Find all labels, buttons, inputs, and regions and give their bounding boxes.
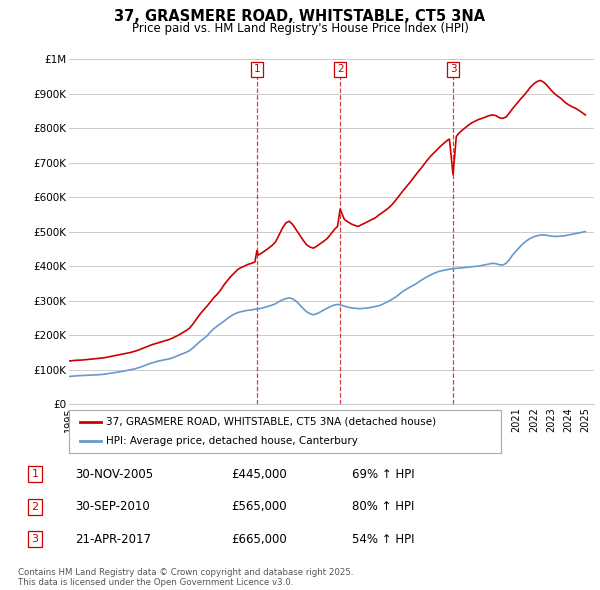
Text: 1: 1 (254, 64, 260, 74)
Text: HPI: Average price, detached house, Canterbury: HPI: Average price, detached house, Cant… (106, 436, 358, 446)
Text: 3: 3 (32, 535, 38, 545)
Text: 37, GRASMERE ROAD, WHITSTABLE, CT5 3NA: 37, GRASMERE ROAD, WHITSTABLE, CT5 3NA (115, 9, 485, 24)
Text: 21-APR-2017: 21-APR-2017 (76, 533, 151, 546)
Text: 37, GRASMERE ROAD, WHITSTABLE, CT5 3NA (detached house): 37, GRASMERE ROAD, WHITSTABLE, CT5 3NA (… (106, 417, 436, 427)
Text: 69% ↑ HPI: 69% ↑ HPI (352, 468, 415, 481)
Text: 54% ↑ HPI: 54% ↑ HPI (352, 533, 415, 546)
Text: 2: 2 (337, 64, 343, 74)
Text: 30-SEP-2010: 30-SEP-2010 (76, 500, 150, 513)
Text: Price paid vs. HM Land Registry's House Price Index (HPI): Price paid vs. HM Land Registry's House … (131, 22, 469, 35)
Text: 2: 2 (31, 502, 38, 512)
Text: 3: 3 (450, 64, 457, 74)
Text: 80% ↑ HPI: 80% ↑ HPI (352, 500, 414, 513)
Text: £665,000: £665,000 (231, 533, 287, 546)
Text: £445,000: £445,000 (231, 468, 287, 481)
Text: 1: 1 (32, 469, 38, 479)
Text: Contains HM Land Registry data © Crown copyright and database right 2025.
This d: Contains HM Land Registry data © Crown c… (18, 568, 353, 587)
Text: 30-NOV-2005: 30-NOV-2005 (76, 468, 154, 481)
Text: £565,000: £565,000 (231, 500, 287, 513)
